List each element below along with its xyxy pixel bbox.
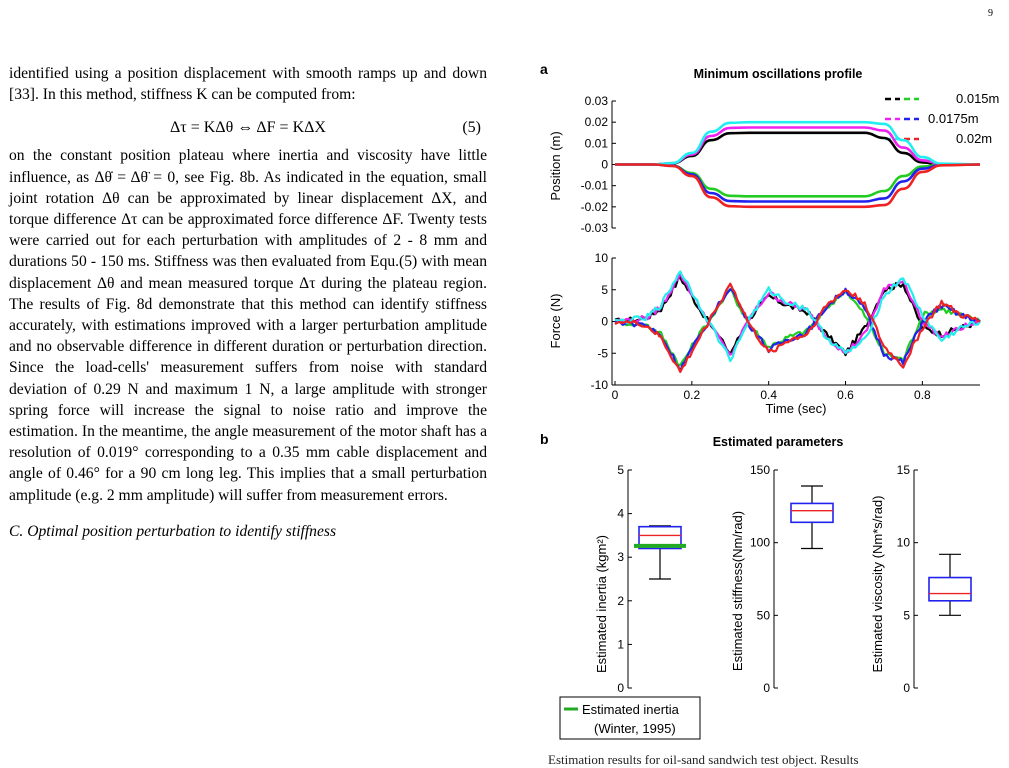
inertia-y-tick-label: 2 bbox=[617, 594, 624, 608]
figure: a Minimum oscillations profile Position … bbox=[520, 56, 1009, 764]
force-y-tick-label: -10 bbox=[591, 378, 609, 392]
time-x-tick-label: 0.8 bbox=[914, 388, 931, 402]
inertia-y-tick-label: 0 bbox=[617, 681, 624, 695]
viscosity-y-tick-label: 0 bbox=[903, 681, 910, 695]
force-y-tick-label: 5 bbox=[601, 283, 608, 297]
equation-body: Δτ = KΔθ ⇔ ΔF = KΔX bbox=[170, 119, 326, 137]
force-y-tick-label: 10 bbox=[595, 251, 609, 265]
viscosity-axis-label: Estimated viscosity (Nm*s/rad) bbox=[870, 496, 885, 673]
stiffness-y-tick-label: 150 bbox=[750, 463, 770, 477]
inertia-reference-legend: Estimated inertia (Winter, 1995) bbox=[559, 696, 701, 740]
equation-number: (5) bbox=[462, 119, 481, 137]
legend-label-00175: 0.0175m bbox=[928, 111, 979, 126]
inertia-y-tick-label: 4 bbox=[617, 507, 624, 521]
text-column: identified using a position displacement… bbox=[9, 63, 487, 542]
time-x-tick-label: 0.4 bbox=[760, 388, 777, 402]
viscosity-y-tick-label: 5 bbox=[903, 608, 910, 622]
inertia-axis-label: Estimated inertia (kgm²) bbox=[594, 535, 609, 673]
stiffness-box bbox=[790, 502, 834, 524]
page-number: 9 bbox=[988, 8, 993, 19]
force-axis-label: Force (N) bbox=[548, 294, 563, 349]
position-y-tick-label: 0.01 bbox=[585, 136, 609, 150]
inertia-y-tick-label: 3 bbox=[617, 550, 624, 564]
panel-b-title: Estimated parameters bbox=[713, 435, 844, 449]
caption-fragment: Estimation results for oil-sand sandwich… bbox=[548, 752, 859, 767]
panel-b-label: b bbox=[540, 431, 549, 447]
paragraph-intro: identified using a position displacement… bbox=[9, 65, 487, 104]
paragraph-main: on the constant position plateau where i… bbox=[9, 147, 487, 504]
panel-a-legend: 0.015m 0.0175m 0.02m bbox=[885, 91, 999, 146]
legend-reference-line2: (Winter, 1995) bbox=[594, 721, 676, 736]
time-x-tick-label: 0.6 bbox=[837, 388, 854, 402]
viscosity-y-tick-label: 10 bbox=[897, 536, 911, 550]
position-axis-label: Position (m) bbox=[548, 131, 563, 200]
legend-box bbox=[559, 696, 701, 740]
figure-svg: a Minimum oscillations profile Position … bbox=[540, 61, 999, 740]
position-series-0p02m bbox=[615, 163, 981, 209]
force-series-0p02m bbox=[614, 282, 981, 373]
stiffness-y-tick-label: 50 bbox=[757, 608, 771, 622]
inertia-y-tick-label: 1 bbox=[617, 637, 624, 651]
force-y-tick-label: -5 bbox=[597, 346, 608, 360]
viscosity-box bbox=[928, 576, 972, 602]
legend-reference-line1: Estimated inertia bbox=[582, 702, 680, 717]
force-y-tick-label: 0 bbox=[601, 315, 608, 329]
panel-a-title: Minimum oscillations profile bbox=[694, 67, 863, 81]
stiffness-y-tick-label: 0 bbox=[763, 681, 770, 695]
inertia-y-tick-label: 5 bbox=[617, 463, 624, 477]
inertia-box bbox=[638, 525, 682, 550]
position-series-0p02m bbox=[615, 120, 981, 166]
position-y-tick-label: -0.02 bbox=[581, 200, 609, 214]
viscosity-y-tick-label: 15 bbox=[897, 463, 911, 477]
equation-5: Δτ = KΔθ ⇔ ΔF = KΔX (5) bbox=[9, 113, 487, 143]
stiffness-axis-label: Estimated stiffness(Nm/rad) bbox=[730, 511, 745, 671]
position-y-tick-label: 0.02 bbox=[585, 115, 609, 129]
section-heading: C. Optimal position perturbation to iden… bbox=[9, 522, 337, 540]
position-y-tick-label: 0 bbox=[601, 158, 608, 172]
position-y-tick-label: 0.03 bbox=[585, 94, 609, 108]
legend-label-0015: 0.015m bbox=[956, 91, 999, 106]
time-axis-label: Time (sec) bbox=[766, 401, 827, 416]
position-y-tick-label: -0.03 bbox=[581, 221, 609, 235]
stiffness-y-tick-label: 100 bbox=[750, 536, 770, 550]
force-series-0p02m bbox=[614, 270, 981, 363]
panel-a-label: a bbox=[540, 61, 548, 77]
time-x-tick-label: 0.2 bbox=[683, 388, 700, 402]
time-x-tick-label: 0 bbox=[612, 388, 619, 402]
position-y-tick-label: -0.01 bbox=[581, 179, 609, 193]
force-series-0p0175m bbox=[614, 287, 981, 373]
legend-label-002: 0.02m bbox=[956, 131, 992, 146]
